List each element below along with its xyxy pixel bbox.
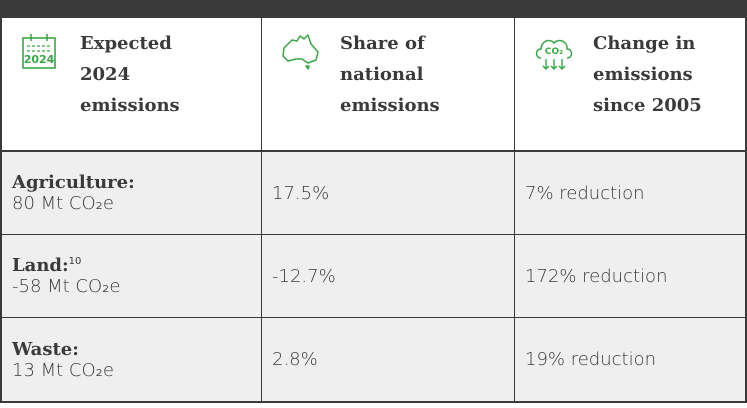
change: 19% reduction [515, 318, 745, 401]
change: 172% reduction [515, 235, 745, 317]
sector-cell: Agriculture: 80 Mt CO₂e [2, 152, 262, 234]
share-value: 2.8% [272, 349, 318, 370]
table-row: Waste: 13 Mt CO₂e 2.8% 19% reduction [2, 318, 745, 401]
sector-cell: Waste: 13 Mt CO₂e [2, 318, 262, 401]
header-cell: 2024 Expected 2024 emissions [2, 18, 262, 150]
share: 2.8% [262, 318, 515, 401]
share: 17.5% [262, 152, 515, 234]
table-body: Agriculture: 80 Mt CO₂e 17.5% 7% reducti… [2, 152, 745, 401]
icon-text: 2024 [24, 53, 55, 66]
header-title: Expected 2024 emissions [80, 33, 180, 116]
table-row: Agriculture: 80 Mt CO₂e 17.5% 7% reducti… [2, 152, 745, 235]
header-title: Share of national emissions [340, 33, 440, 116]
icon-text: CO₂ [545, 47, 563, 57]
header-cell: Share of national emissions [262, 18, 515, 150]
emissions: 13 Mt CO₂e [12, 359, 114, 381]
co2-icon: CO₂ [535, 39, 573, 70]
share-value: -12.7% [272, 265, 336, 287]
sector: Agriculture: [12, 172, 135, 193]
top-bar [0, 0, 747, 18]
sector: Land: [12, 255, 69, 276]
change-value: 7% reduction [525, 182, 645, 204]
sector: Waste: [12, 338, 79, 360]
sector-cell: Land:10 -58 Mt CO₂e [2, 235, 262, 317]
table-row: Land:10 -58 Mt CO₂e -12.7% 172% reductio… [2, 235, 745, 318]
header-cell: CO₂ Change in emissions since 2005 [515, 18, 745, 150]
share-value: 17.5% [272, 182, 330, 204]
table: 2024 Expected 2024 emissions Share of na… [0, 18, 747, 403]
header-row: 2024 Expected 2024 emissions Share of na… [2, 18, 745, 152]
footnote-ref: 10 [68, 256, 82, 267]
calendar-icon: 2024 [22, 34, 56, 69]
header-title: Change in emissions since 2005 [593, 33, 702, 116]
share: -12.7% [262, 235, 515, 317]
change-value: 172% reduction [525, 265, 668, 287]
emissions: 80 Mt CO₂e [12, 193, 114, 214]
australia-icon [282, 34, 319, 70]
change: 7% reduction [515, 152, 745, 234]
change-value: 19% reduction [525, 349, 657, 370]
emissions: -58 Mt CO₂e [12, 276, 121, 297]
